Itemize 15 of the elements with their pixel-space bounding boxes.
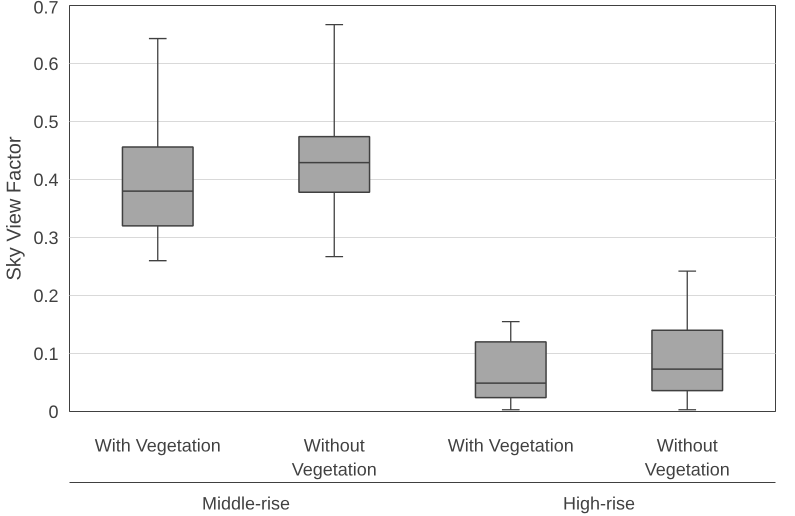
x-tick-label: With Vegetation: [448, 436, 574, 456]
y-axis-title: Sky View Factor: [3, 136, 26, 281]
y-tick-label: 0.3: [33, 228, 59, 248]
y-tick-label: 0.1: [33, 344, 59, 364]
x-tick-label: Without Vegetation: [644, 436, 730, 480]
x-tick-label: Without Vegetation: [292, 436, 377, 480]
y-tick-label: 0.5: [33, 112, 59, 132]
text: High-rise: [562, 494, 636, 514]
y-tick-label: 0.6: [33, 54, 59, 74]
y-tick-label: 0.7: [33, 0, 59, 18]
text: Middle-rise: [202, 494, 290, 514]
y-tick-label: 0.4: [33, 170, 59, 190]
x-tick-label: With Vegetation: [94, 436, 221, 456]
y-tick-label: 0.2: [33, 286, 59, 306]
y-tick-label: 0: [48, 402, 59, 422]
